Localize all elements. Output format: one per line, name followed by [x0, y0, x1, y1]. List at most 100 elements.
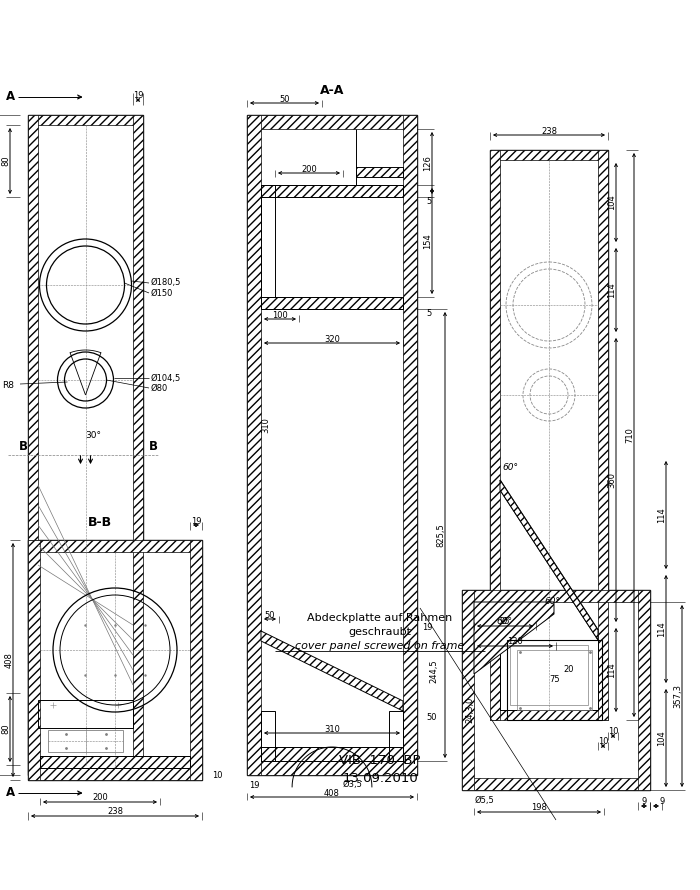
Bar [510, 645, 588, 705]
Text: 80: 80 [1, 156, 10, 166]
Text: 9: 9 [659, 797, 664, 806]
Bar [261, 297, 403, 309]
Text: Ø80: Ø80 [151, 384, 168, 392]
Bar [247, 115, 261, 775]
Polygon shape [500, 480, 598, 640]
Bar [356, 167, 403, 177]
Bar [638, 590, 650, 790]
Text: 19: 19 [190, 516, 202, 525]
Text: Abdeckplatte auf Rahmen: Abdeckplatte auf Rahmen [307, 613, 453, 623]
Text: 19: 19 [133, 92, 144, 101]
Bar [247, 115, 417, 775]
Text: 710: 710 [626, 427, 634, 443]
Text: 200: 200 [301, 165, 317, 174]
Text: 10: 10 [608, 727, 618, 737]
Bar [28, 115, 143, 775]
Bar [48, 730, 123, 752]
Text: 20: 20 [564, 666, 574, 675]
Text: 198: 198 [531, 804, 547, 813]
Text: 50: 50 [279, 94, 290, 103]
Text: 10: 10 [212, 771, 223, 780]
Polygon shape [474, 602, 554, 674]
Bar [247, 115, 417, 129]
Bar [507, 640, 602, 720]
Text: 24,3,0: 24,3,0 [466, 697, 475, 724]
Text: 19: 19 [248, 781, 259, 789]
Text: 104: 104 [657, 730, 666, 746]
Text: 50: 50 [265, 611, 275, 619]
Text: geschraubt: geschraubt [349, 627, 412, 637]
Text: 238: 238 [541, 126, 557, 135]
Text: 10: 10 [598, 738, 608, 747]
Bar [490, 710, 608, 720]
Text: R8: R8 [2, 381, 14, 390]
Text: 30°: 30° [85, 431, 101, 440]
Text: 408: 408 [4, 652, 13, 668]
Text: 244,5: 244,5 [430, 659, 438, 683]
Text: 114: 114 [608, 662, 617, 678]
Text: 360: 360 [608, 472, 617, 488]
Text: B-B: B-B [88, 515, 112, 529]
Bar [28, 540, 40, 780]
Bar [261, 185, 403, 197]
Bar [389, 711, 403, 761]
Polygon shape [261, 631, 403, 711]
Text: 13.09.2010: 13.09.2010 [342, 772, 418, 784]
Text: Ø180,5: Ø180,5 [151, 279, 181, 287]
Text: 238: 238 [107, 807, 123, 816]
Text: VIB  170  BP: VIB 170 BP [340, 754, 421, 766]
Text: 320: 320 [324, 335, 340, 344]
Text: 357,3: 357,3 [673, 684, 682, 708]
Bar [490, 150, 608, 720]
Text: 154: 154 [424, 233, 433, 249]
Text: 75: 75 [550, 676, 560, 684]
Bar [190, 540, 202, 780]
Bar [28, 115, 143, 125]
Bar [462, 590, 650, 790]
Bar [28, 540, 202, 780]
Text: 19: 19 [422, 622, 433, 632]
Text: 408: 408 [324, 789, 340, 797]
Text: 60°: 60° [544, 597, 560, 606]
Bar [247, 761, 417, 775]
Bar [403, 115, 417, 775]
Text: 120: 120 [507, 637, 523, 646]
Bar [261, 711, 275, 761]
Bar [490, 150, 500, 720]
Text: A: A [6, 787, 15, 799]
Text: A-A: A-A [320, 84, 344, 96]
Bar [28, 540, 202, 552]
Bar [261, 185, 403, 197]
Bar [500, 640, 598, 710]
Bar [462, 590, 474, 790]
Text: 104: 104 [608, 194, 617, 210]
Text: 200: 200 [92, 794, 108, 803]
Bar [38, 700, 133, 728]
Bar [261, 747, 403, 761]
Text: B: B [148, 441, 158, 454]
Text: Ø5,5: Ø5,5 [474, 796, 494, 805]
Text: 114: 114 [608, 282, 617, 298]
Text: B: B [18, 441, 27, 454]
Bar [462, 590, 650, 602]
Bar [356, 167, 403, 177]
Text: 80: 80 [1, 724, 10, 734]
Text: 100: 100 [272, 311, 288, 320]
Bar [28, 115, 38, 775]
Text: Ø104,5: Ø104,5 [151, 374, 181, 383]
Text: 5: 5 [426, 309, 431, 318]
Text: 310: 310 [262, 417, 270, 433]
Text: 60°: 60° [502, 464, 518, 473]
Text: A: A [6, 91, 15, 103]
Bar [133, 115, 143, 775]
Text: 50: 50 [426, 713, 437, 722]
Text: Ø150: Ø150 [151, 288, 174, 297]
Text: Ø3,5: Ø3,5 [342, 781, 362, 789]
Bar [28, 768, 202, 780]
Bar [490, 150, 608, 160]
Bar [462, 778, 650, 790]
Text: cover panel screwed on frame: cover panel screwed on frame [295, 641, 465, 651]
Text: 114: 114 [657, 621, 666, 637]
Text: 9: 9 [641, 797, 647, 806]
Bar [261, 297, 403, 309]
